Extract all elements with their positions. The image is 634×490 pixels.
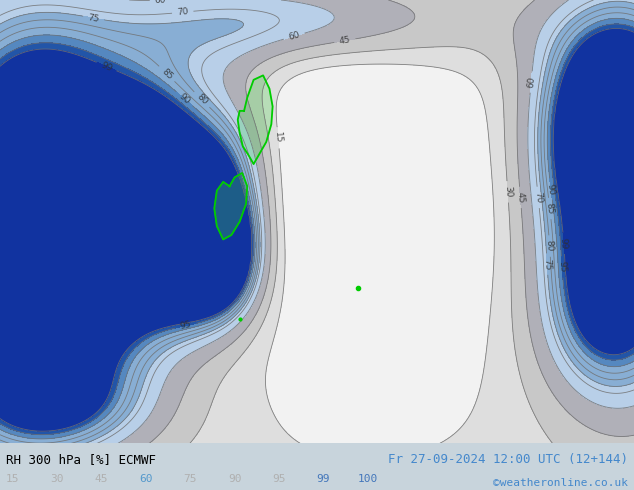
Text: 60: 60: [155, 0, 166, 5]
Text: 85: 85: [545, 202, 555, 215]
Text: ©weatheronline.co.uk: ©weatheronline.co.uk: [493, 478, 628, 488]
Text: 15: 15: [273, 132, 283, 144]
Polygon shape: [238, 75, 273, 164]
Text: 30: 30: [503, 186, 513, 198]
Text: RH 300 hPa [%] ECMWF: RH 300 hPa [%] ECMWF: [6, 453, 157, 466]
Text: 75: 75: [542, 258, 552, 270]
Text: 99: 99: [559, 237, 569, 249]
Text: 60: 60: [287, 30, 301, 42]
Text: 70: 70: [533, 191, 543, 203]
Text: 45: 45: [94, 474, 108, 485]
Text: 60: 60: [526, 76, 536, 88]
Polygon shape: [214, 173, 247, 240]
Text: 85: 85: [160, 67, 174, 81]
Text: Fr 27-09-2024 12:00 UTC (12+144): Fr 27-09-2024 12:00 UTC (12+144): [387, 453, 628, 466]
Text: 99: 99: [316, 474, 330, 485]
Text: 75: 75: [183, 474, 197, 485]
Text: 90: 90: [228, 474, 242, 485]
Text: 95: 95: [179, 320, 193, 331]
Text: 80: 80: [195, 92, 209, 107]
Text: 100: 100: [358, 474, 378, 485]
Text: 95: 95: [557, 261, 567, 273]
Text: 80: 80: [545, 240, 555, 252]
Text: 90: 90: [177, 92, 191, 106]
Text: 30: 30: [50, 474, 64, 485]
Text: 99: 99: [100, 60, 113, 73]
Text: 75: 75: [87, 13, 100, 24]
Text: 45: 45: [339, 35, 351, 46]
Text: 70: 70: [177, 7, 189, 17]
Text: 95: 95: [272, 474, 286, 485]
Text: 15: 15: [6, 474, 20, 485]
Text: 90: 90: [546, 183, 556, 196]
Text: 60: 60: [139, 474, 153, 485]
Text: 45: 45: [515, 192, 526, 203]
